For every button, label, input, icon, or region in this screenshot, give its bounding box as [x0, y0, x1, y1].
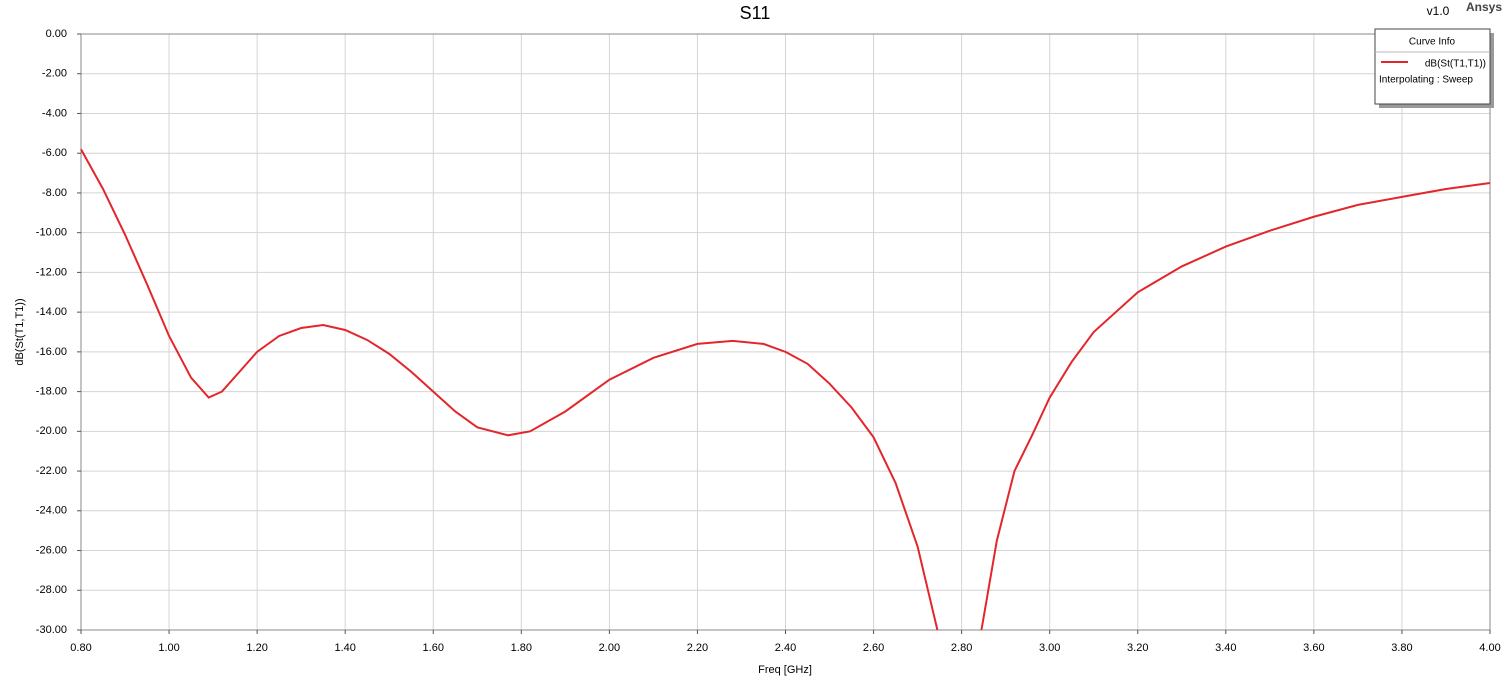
legend-box [1374, 28, 1491, 105]
x-tick-label: 1.00 [158, 642, 179, 654]
x-tick-label: 4.00 [1479, 642, 1500, 654]
y-tick-label: -28.00 [36, 584, 67, 596]
x-tick-label: 1.60 [423, 642, 444, 654]
y-tick-label: -6.00 [42, 147, 67, 159]
x-tick-label: 3.00 [1039, 642, 1060, 654]
y-tick-label: -24.00 [36, 505, 67, 517]
x-tick-label: 3.60 [1303, 642, 1324, 654]
x-tick-label: 3.20 [1127, 642, 1148, 654]
brand: Ansys [1466, 0, 1502, 14]
x-tick-label: 3.40 [1215, 642, 1236, 654]
y-tick-label: -14.00 [36, 306, 67, 318]
y-tick-label: -4.00 [42, 107, 67, 119]
y-tick-label: -2.00 [42, 68, 67, 80]
x-tick-label: 1.40 [334, 642, 355, 654]
x-tick-label: 2.40 [775, 642, 796, 654]
y-tick-label: -10.00 [36, 227, 67, 239]
y-tick-label: -20.00 [36, 425, 67, 437]
y-axis-label: dB(St(T1,T1)) [14, 298, 26, 365]
y-tick-label: -30.00 [36, 624, 67, 636]
y-tick-label: -12.00 [36, 266, 67, 278]
y-tick-label: -16.00 [36, 346, 67, 358]
legend-title: Curve Info [1409, 37, 1456, 48]
grid [80, 33, 1491, 631]
y-tick-label: -26.00 [36, 544, 67, 556]
legend-label: dB(St(T1,T1)) [1425, 59, 1486, 70]
x-tick-label: 3.80 [1391, 642, 1412, 654]
y-tick-label: 0.00 [46, 28, 67, 40]
x-tick-label: 0.80 [70, 642, 91, 654]
chart-title: S11 [740, 3, 771, 23]
x-tick-label: 1.80 [511, 642, 532, 654]
y-tick-label: -22.00 [36, 465, 67, 477]
y-tick-label: -8.00 [42, 187, 67, 199]
x-tick-label: 1.20 [246, 642, 267, 654]
x-tick-label: 2.60 [863, 642, 884, 654]
x-tick-label: 2.00 [599, 642, 620, 654]
y-tick-label: -18.00 [36, 386, 67, 398]
series-line [80, 148, 1491, 631]
version: v1.0 [1427, 4, 1450, 18]
x-tick-label: 2.80 [951, 642, 972, 654]
lines [80, 148, 1491, 631]
x-axis-label: Freq [GHz] [758, 664, 812, 676]
legend-note: Interpolating : Sweep [1379, 75, 1473, 86]
x-tick-label: 2.20 [687, 642, 708, 654]
